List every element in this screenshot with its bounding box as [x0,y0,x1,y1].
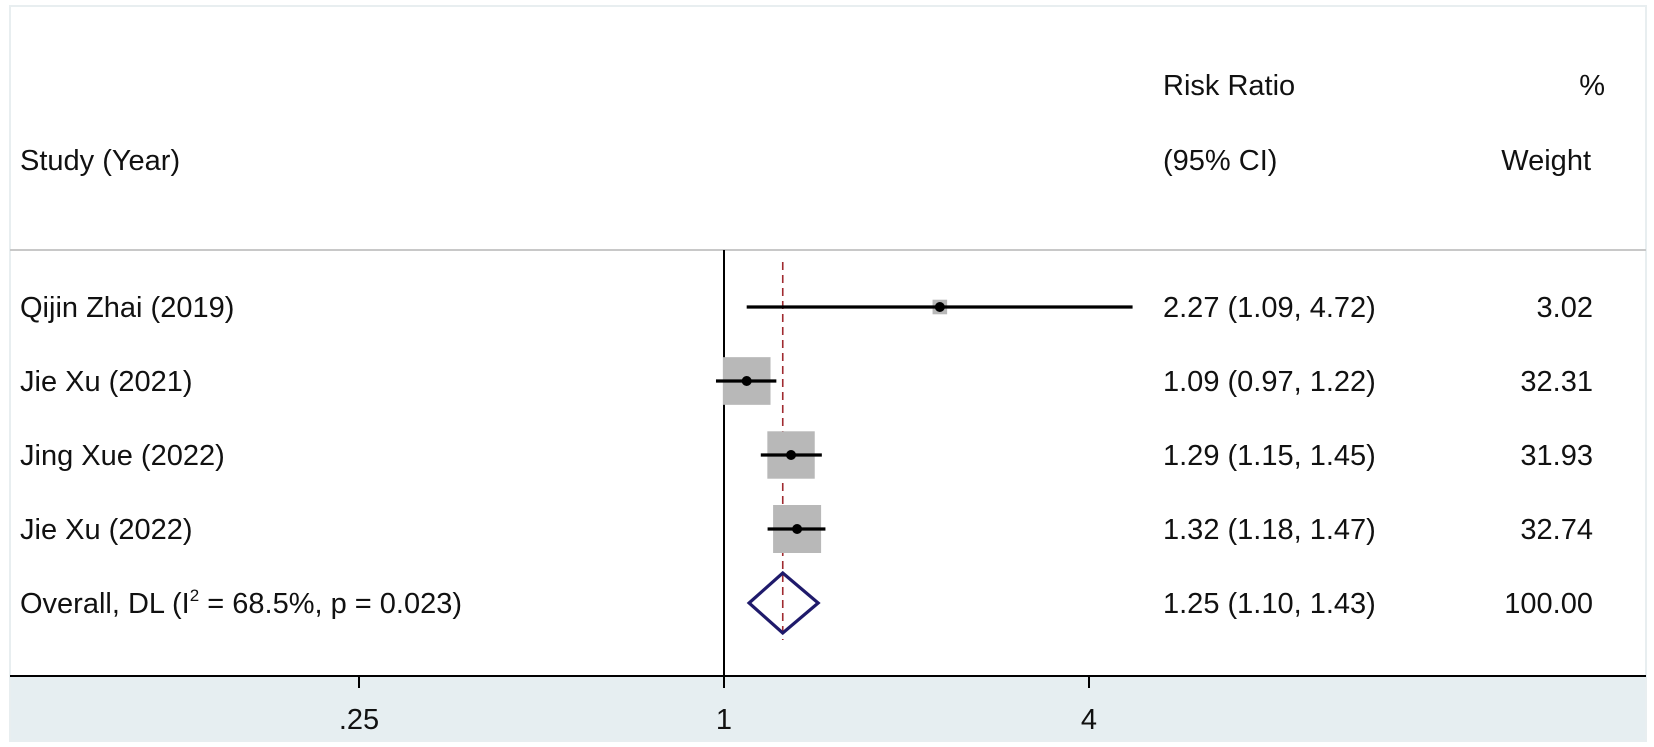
study-label: Jie Xu (2021) [20,366,193,398]
plot-frame [9,5,1647,742]
percent-header: % [1579,70,1605,102]
weight-text: 31.93 [1520,440,1593,472]
study-row: Jie Xu (2022) 1.32 (1.18, 1.47) 32.74 [20,505,1593,553]
point-estimate [786,450,797,460]
effect-ci-text: 1.09 (0.97, 1.22) [1163,366,1376,398]
weight-text: 3.02 [1537,292,1593,324]
axis-band [10,676,1646,741]
study-label: Jie Xu (2022) [20,514,193,546]
weight-header: Weight [1501,145,1591,177]
x-axis-ticks: .25 1 4 [339,676,1097,736]
risk-ratio-header: Risk Ratio [1163,70,1295,102]
effect-ci-text: 1.29 (1.15, 1.45) [1163,440,1376,472]
column-headers: Study (Year) Risk Ratio (95% CI) % Weigh… [20,70,1605,177]
weight-text: 32.74 [1520,514,1593,546]
ci-header: (95% CI) [1163,145,1277,177]
point-estimate [741,376,752,386]
study-row: Jing Xue (2022) 1.29 (1.15, 1.45) 31.93 [20,431,1593,479]
effect-ci-text: 2.27 (1.09, 4.72) [1163,292,1376,324]
study-row: Qijin Zhai (2019) 2.27 (1.09, 4.72) 3.02 [20,292,1593,324]
study-row: Jie Xu (2021) 1.09 (0.97, 1.22) 32.31 [20,357,1593,405]
overall-effect-ci-text: 1.25 (1.10, 1.43) [1163,588,1376,620]
study-label: Qijin Zhai (2019) [20,292,234,324]
overall-label: Overall, DL (I2 = 68.5%, p = 0.023) [20,586,462,620]
x-tick-label: 4 [1081,704,1097,736]
point-estimate [792,524,803,534]
weight-text: 32.31 [1520,366,1593,398]
study-column-header: Study (Year) [20,145,180,177]
effect-ci-text: 1.32 (1.18, 1.47) [1163,514,1376,546]
point-estimate [934,302,945,312]
study-rows: Qijin Zhai (2019) 2.27 (1.09, 4.72) 3.02 Ji… [20,292,1593,553]
x-tick-label: .25 [339,704,379,736]
overall-diamond [746,570,821,636]
overall-row: Overall, DL (I2 = 68.5%, p = 0.023) 1.25 … [20,570,1593,636]
study-label: Jing Xue (2022) [20,440,225,472]
overall-weight-text: 100.00 [1504,588,1593,620]
x-tick-label: 1 [716,704,732,736]
